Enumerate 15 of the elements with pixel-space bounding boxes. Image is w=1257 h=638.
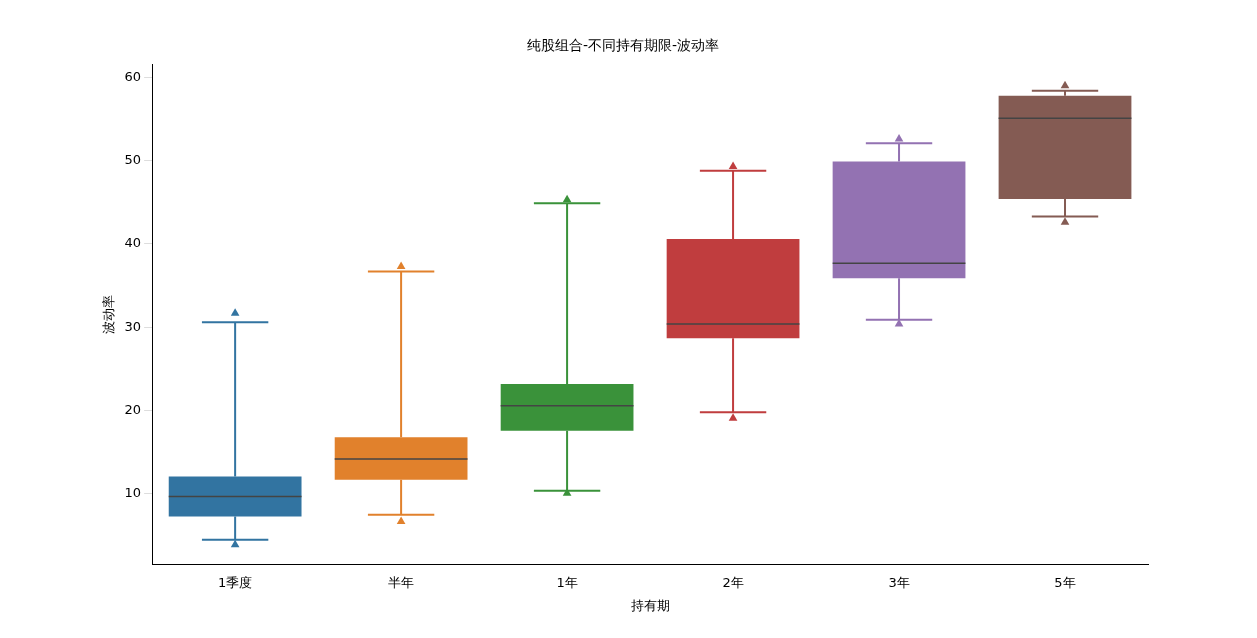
x-tick-label: 5年 (1054, 574, 1076, 590)
x-tick-label: 1年 (556, 574, 578, 590)
y-tick-label: 30 (124, 318, 142, 334)
y-tick-label: 60 (124, 68, 142, 84)
x-tick-label: 半年 (388, 574, 415, 590)
chart-title: 纯股组合-不同持有期限-波动率 (526, 37, 720, 54)
y-tick-label: 40 (124, 235, 142, 251)
x-tick-label: 2年 (722, 574, 744, 590)
x-tick-label: 3年 (888, 574, 910, 590)
y-axis-title: 波动率 (101, 295, 117, 335)
y-tick-label: 10 (124, 485, 142, 501)
y-tick-label: 20 (124, 402, 142, 418)
x-axis-title: 持有期 (630, 597, 670, 613)
y-tick-label: 50 (124, 152, 142, 168)
x-tick-label: 1季度 (217, 574, 253, 590)
